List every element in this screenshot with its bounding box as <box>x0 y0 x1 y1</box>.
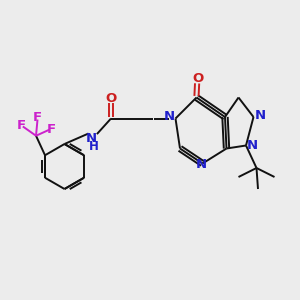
Text: F: F <box>16 119 26 132</box>
Text: O: O <box>192 72 204 85</box>
Text: N: N <box>164 110 175 124</box>
Text: O: O <box>105 92 117 105</box>
Text: N: N <box>247 139 258 152</box>
Text: N: N <box>254 109 266 122</box>
Text: F: F <box>33 111 42 124</box>
Text: N: N <box>86 131 97 145</box>
Text: N: N <box>195 158 207 172</box>
Text: F: F <box>46 123 56 136</box>
Text: H: H <box>89 140 98 153</box>
